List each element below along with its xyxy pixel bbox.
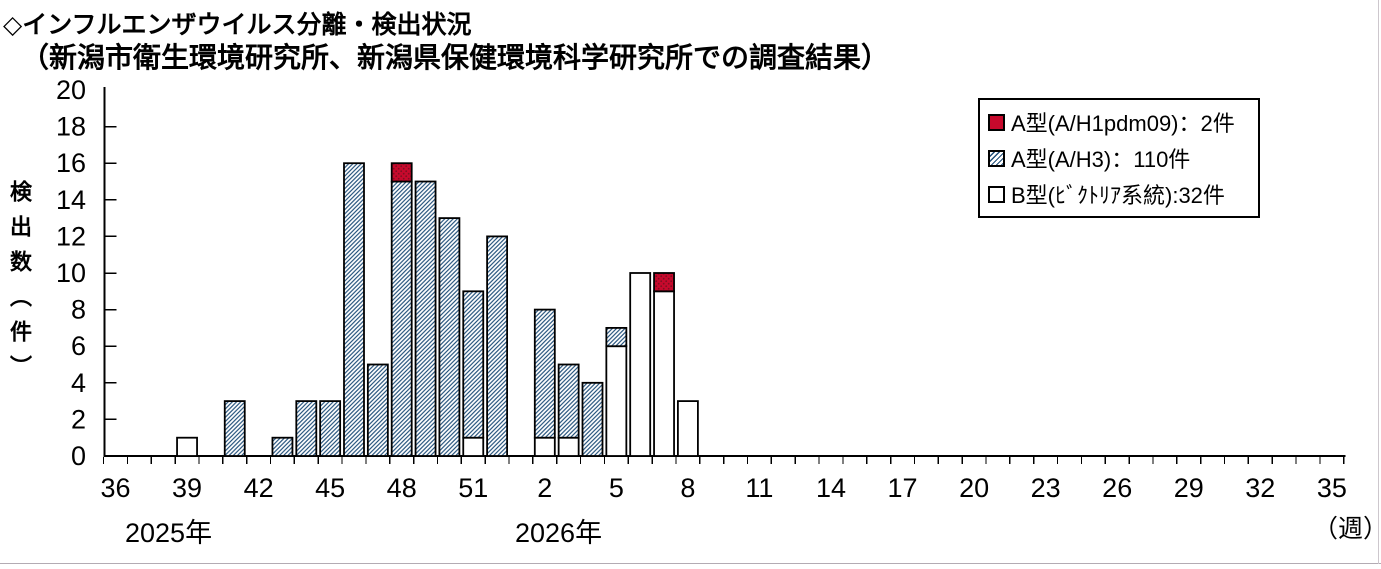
year-label-2026: 2026年 [515, 518, 603, 548]
bar-segment-2026-w2-H3 [533, 308, 556, 439]
x-tick-label: 36 [100, 473, 130, 503]
bar-segment-2025-w49-H3 [414, 180, 437, 457]
x-tick-label: 20 [959, 473, 989, 503]
bar-segment-2025-w46-H3 [343, 162, 365, 457]
x-tick-label: 51 [458, 473, 488, 503]
bar-segment-2026-w6-B [629, 272, 652, 457]
x-tick-label: 42 [244, 473, 274, 503]
bar-segment-2026-w2-B [533, 436, 556, 457]
bar-segment-2025-w52-H3 [486, 235, 509, 457]
bar-segment-2026-w3-H3 [557, 363, 580, 439]
bar-segment-2026-w5-H3 [605, 326, 628, 348]
bar-segment-2025-w44-H3 [295, 400, 318, 457]
y-tick-label: 20 [56, 75, 86, 105]
week-unit-label: （週） [1313, 515, 1381, 543]
bar-segment-2025-w47-H3 [366, 363, 389, 457]
right-edge-line [1378, 0, 1379, 564]
legend-item-b-victoria: B型(ﾋﾞｸﾄﾘｱ系統):32件 [988, 178, 1254, 210]
x-tick-label: 14 [816, 473, 846, 503]
bar-segment-2025-w51-B [462, 436, 485, 457]
legend-box: A型(A/H1pdm09)：2件 A型(A/H3)：110件 B型(ﾋﾞｸﾄﾘｱ… [978, 98, 1260, 218]
year-label-2025: 2025年 [125, 518, 213, 548]
x-tick-label: 45 [315, 473, 345, 503]
y-tick-label: 4 [71, 368, 86, 398]
bar-segment-2026-w7-B [653, 290, 675, 457]
x-tick-label: 26 [1102, 473, 1132, 503]
bar-segment-2026-w8-B [677, 400, 699, 457]
bar-segment-2025-w48-H3 [390, 180, 413, 457]
bar-segment-2025-w45-H3 [319, 400, 342, 457]
y-tick-label: 12 [56, 221, 86, 251]
y-tick-label: 0 [71, 441, 86, 471]
x-tick-label: 8 [680, 473, 695, 503]
bar-segment-2026-w7-H1 [653, 272, 675, 293]
x-tick-label: 32 [1245, 473, 1275, 503]
y-tick-label: 10 [56, 258, 86, 288]
bar-segment-2025-w48-H1 [390, 162, 413, 183]
x-tick-label: 2 [537, 473, 552, 503]
x-tick-label: 17 [888, 473, 918, 503]
legend-item-a-h1pdm09: A型(A/H1pdm09)：2件 [988, 106, 1254, 138]
legend-swatch-red-icon [988, 113, 1005, 131]
y-tick-label: 8 [71, 295, 86, 325]
x-tick-label: 35 [1317, 473, 1347, 503]
x-tick-label: 5 [609, 473, 624, 503]
bar-segment-2025-w50-H3 [438, 217, 461, 457]
legend-label: A型(A/H3)：110件 [1011, 147, 1191, 172]
bar-segment-2025-w43-H3 [271, 436, 294, 457]
y-axis-title: 検出数（件） [7, 180, 32, 390]
y-tick-label: 14 [56, 185, 86, 215]
legend-swatch-white-icon [988, 185, 1005, 203]
x-tick-label: 23 [1031, 473, 1061, 503]
x-tick-label: 11 [745, 473, 773, 503]
bar-segment-2026-w3-B [557, 436, 580, 457]
bar-segment-2025-w39-B [176, 436, 198, 457]
legend-item-a-h3: A型(A/H3)：110件 [988, 142, 1254, 174]
legend-swatch-hatch-icon [988, 149, 1005, 167]
legend-label: A型(A/H1pdm09)：2件 [1011, 111, 1235, 136]
x-tick-label: 48 [387, 473, 417, 503]
page-title: ◇インフルエンザウイルス分離・検出状況 [3, 11, 472, 39]
bottom-divider-line [0, 563, 1381, 564]
y-tick-label: 2 [71, 404, 86, 434]
x-tick-label: 29 [1174, 473, 1204, 503]
x-tick-label: 39 [172, 473, 202, 503]
bar-segment-2026-w5-B [605, 345, 628, 457]
bar-segment-2026-w4-H3 [581, 381, 604, 457]
page-subtitle: （新潟市衛生環境研究所、新潟県保健環境科学研究所での調査結果） [21, 42, 890, 73]
legend-label: B型(ﾋﾞｸﾄﾘｱ系統):32件 [1011, 183, 1225, 208]
y-tick-label: 16 [56, 148, 86, 178]
y-tick-label: 18 [56, 112, 86, 142]
y-tick-label: 6 [71, 331, 86, 361]
bar-segment-2025-w51-H3 [462, 290, 485, 439]
bar-segment-2025-w41-H3 [223, 400, 246, 457]
